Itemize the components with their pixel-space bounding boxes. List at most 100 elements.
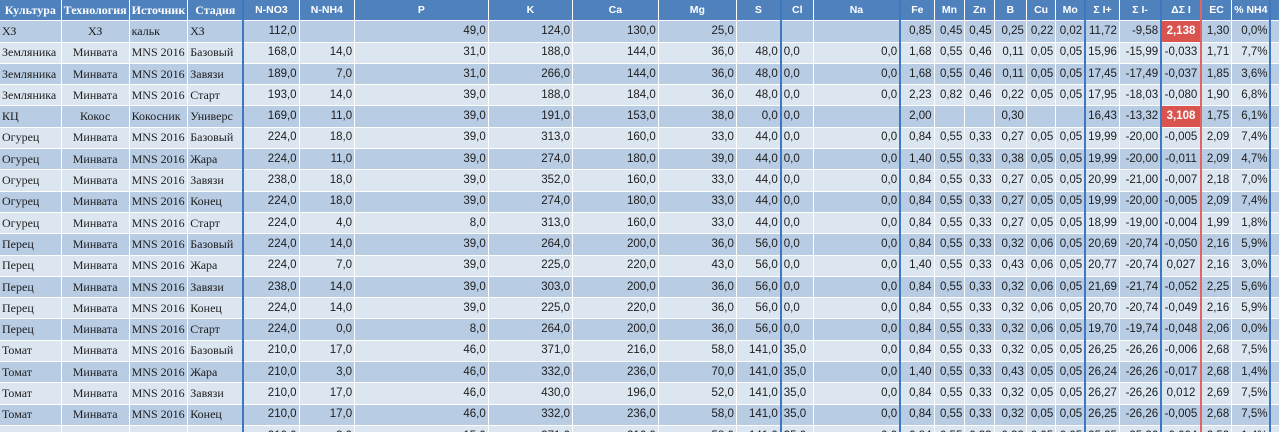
cell-extra[interactable] — [1270, 63, 1280, 86]
cell-cl[interactable]: 35,0 — [780, 361, 814, 384]
cell-mg[interactable]: 58,0 — [658, 404, 737, 426]
cell-stage[interactable]: Старт — [187, 212, 245, 235]
cell-cu[interactable]: 0,05 — [1026, 148, 1057, 171]
cell-n-no3[interactable]: 210,0 — [243, 382, 300, 405]
cell-cl[interactable]: 0,0 — [780, 169, 814, 192]
cell-n-nh4[interactable]: 3,0 — [299, 361, 356, 384]
cell-k[interactable]: 191,0 — [488, 105, 573, 128]
cell-cl[interactable]: 0,0 — [780, 255, 814, 277]
cell-cu[interactable]: 0,06 — [1026, 318, 1057, 341]
cell-b[interactable]: 0,38 — [994, 148, 1027, 171]
cell-mn[interactable]: 0,55 — [934, 361, 966, 384]
cell-mg[interactable]: 52,0 — [658, 382, 737, 405]
cell-zn[interactable]: 0,33 — [964, 404, 995, 426]
cell-extra[interactable] — [1270, 20, 1280, 43]
column-header-extra[interactable] — [1270, 0, 1280, 22]
cell-sum-cations[interactable]: 19,99 — [1085, 148, 1120, 171]
cell-na[interactable]: 0,0 — [813, 255, 902, 277]
cell-fe[interactable]: 0,85 — [900, 20, 935, 43]
cell-ca[interactable]: 144,0 — [572, 42, 659, 64]
cell-technology[interactable]: Минвата — [61, 169, 130, 192]
cell-mo[interactable]: 0,05 — [1055, 233, 1087, 256]
cell-fe[interactable]: 0,84 — [900, 276, 935, 299]
column-header-zn[interactable]: Zn — [964, 0, 995, 22]
cell-cu[interactable]: 0,05 — [1026, 361, 1057, 384]
cell-mg[interactable]: 36,0 — [658, 233, 737, 256]
cell-ec[interactable]: 2,68 — [1200, 340, 1233, 363]
cell-pct-nh4[interactable]: 7,4% — [1231, 191, 1272, 213]
cell-stage[interactable]: Завязи — [187, 382, 245, 405]
cell-cu[interactable]: 0,05 — [1026, 169, 1057, 192]
cell-ec[interactable]: 2,16 — [1200, 233, 1233, 256]
cell-mo[interactable]: 0,05 — [1055, 318, 1087, 341]
cell-ca[interactable]: 216,0 — [572, 425, 659, 432]
cell-p[interactable]: 39,0 — [354, 191, 489, 213]
cell-culture[interactable]: Перец — [0, 318, 62, 341]
cell-sum-cations[interactable]: 26,27 — [1085, 382, 1120, 405]
column-header-delta-sum[interactable]: ΔΣ I — [1161, 0, 1202, 22]
cell-stage[interactable]: Базовый — [187, 42, 245, 64]
column-header-pct-nh4[interactable]: % NH4 — [1231, 0, 1272, 22]
cell-s[interactable]: 44,0 — [736, 127, 782, 150]
cell-k[interactable]: 266,0 — [488, 63, 573, 86]
cell-sum-cations[interactable]: 17,45 — [1085, 63, 1120, 86]
cell-culture[interactable]: Томат — [0, 382, 62, 405]
cell-mn[interactable]: 0,55 — [934, 212, 966, 235]
column-header-ca[interactable]: Ca — [572, 0, 659, 22]
cell-ca[interactable]: 216,0 — [572, 340, 659, 363]
cell-zn[interactable]: 0,45 — [964, 20, 995, 43]
cell-s[interactable]: 56,0 — [736, 318, 782, 341]
cell-p[interactable]: 46,0 — [354, 340, 489, 363]
cell-technology[interactable]: Минвата — [61, 361, 130, 384]
cell-sum-anions[interactable]: -26,26 — [1119, 382, 1163, 405]
cell-na[interactable]: 0,0 — [813, 297, 902, 320]
cell-n-no3[interactable]: 210,0 — [243, 425, 300, 432]
cell-source[interactable]: MNS 2016 — [129, 404, 189, 426]
cell-cl[interactable]: 35,0 — [780, 382, 814, 405]
cell-k[interactable]: 313,0 — [488, 212, 573, 235]
cell-cl[interactable]: 0,0 — [780, 42, 814, 64]
cell-fe[interactable]: 0,84 — [900, 233, 935, 256]
cell-na[interactable]: 0,0 — [813, 361, 902, 384]
cell-mg[interactable]: 25,0 — [658, 20, 737, 43]
cell-sum-anions[interactable]: -19,00 — [1119, 212, 1163, 235]
cell-p[interactable]: 39,0 — [354, 297, 489, 320]
cell-k[interactable]: 332,0 — [488, 404, 573, 426]
cell-delta-sum[interactable]: -0,005 — [1161, 404, 1202, 426]
cell-na[interactable]: 0,0 — [813, 404, 902, 426]
cell-delta-sum[interactable]: 0,012 — [1161, 382, 1202, 405]
cell-ca[interactable]: 220,0 — [572, 297, 659, 320]
cell-extra[interactable] — [1270, 105, 1280, 128]
cell-s[interactable]: 56,0 — [736, 276, 782, 299]
cell-p[interactable]: 39,0 — [354, 169, 489, 192]
cell-p[interactable]: 8,0 — [354, 318, 489, 341]
cell-sum-anions[interactable]: -18,03 — [1119, 84, 1163, 107]
cell-zn[interactable]: 0,46 — [964, 42, 995, 64]
cell-mo[interactable]: 0,05 — [1055, 42, 1087, 64]
cell-ca[interactable]: 160,0 — [572, 169, 659, 192]
cell-na[interactable]: 0,0 — [813, 382, 902, 405]
cell-sum-cations[interactable]: 21,69 — [1085, 276, 1120, 299]
cell-mo[interactable]: 0,05 — [1055, 191, 1087, 213]
cell-n-no3[interactable]: 193,0 — [243, 84, 300, 107]
cell-cl[interactable]: 0,0 — [780, 318, 814, 341]
cell-culture[interactable]: Огурец — [0, 148, 62, 171]
cell-ca[interactable]: 160,0 — [572, 127, 659, 150]
cell-technology[interactable]: Минвата — [61, 212, 130, 235]
cell-sum-cations[interactable]: 16,43 — [1085, 105, 1120, 128]
cell-zn[interactable]: 0,46 — [964, 84, 995, 107]
cell-stage[interactable]: ХЗ — [187, 20, 245, 43]
cell-mg[interactable]: 36,0 — [658, 84, 737, 107]
cell-sum-cations[interactable]: 15,96 — [1085, 42, 1120, 64]
column-header-n-no3[interactable]: N-NO3 — [243, 0, 300, 22]
cell-culture[interactable]: Томат — [0, 340, 62, 363]
cell-source[interactable]: MNS 2016 — [129, 425, 189, 432]
cell-source[interactable]: MNS 2016 — [129, 169, 189, 192]
cell-mo[interactable]: 0,02 — [1055, 20, 1087, 43]
cell-k[interactable]: 371,0 — [488, 340, 573, 363]
cell-n-nh4[interactable]: 14,0 — [299, 42, 356, 64]
cell-mn[interactable]: 0,55 — [934, 148, 966, 171]
cell-source[interactable]: Кокосник — [129, 105, 189, 128]
cell-n-nh4[interactable]: 18,0 — [299, 127, 356, 150]
cell-n-nh4[interactable]: 4,0 — [299, 212, 356, 235]
